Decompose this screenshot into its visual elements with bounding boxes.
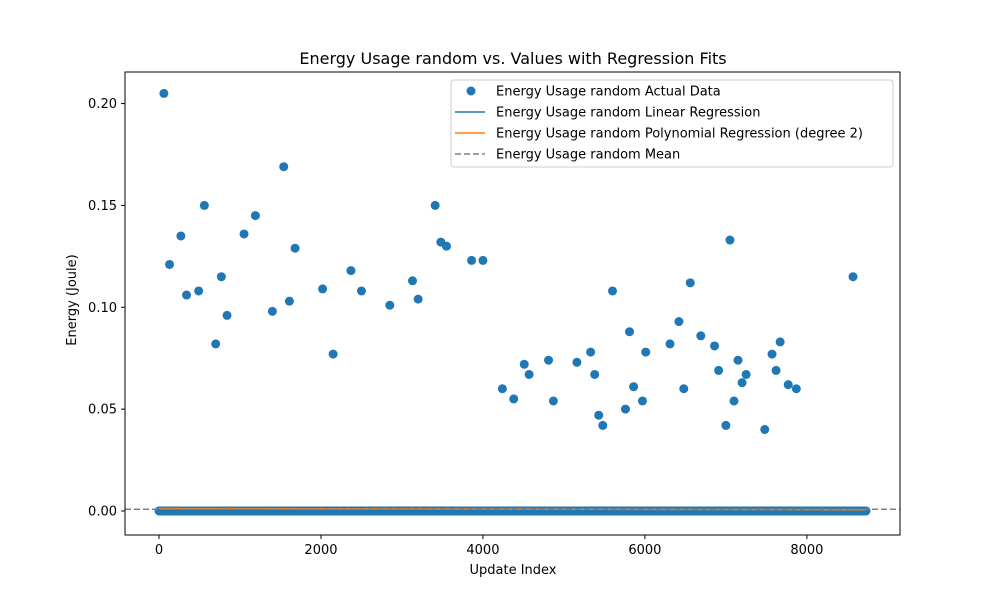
legend-entry-label: Energy Usage random Mean (496, 148, 680, 163)
axes: 0 2000 4000 6000 8000 0.00 0.05 0.10 0.15 0.20 (88, 71, 901, 558)
scatter-point (222, 310, 232, 320)
scatter-point (714, 365, 724, 375)
scatter-point (791, 384, 801, 394)
scatter-point (679, 384, 689, 394)
scatter-point (182, 290, 192, 300)
scatter-point (741, 369, 751, 379)
scatter-point (733, 355, 743, 365)
scatter-point (696, 331, 706, 341)
legend: Energy Usage random Actual Data Energy Us… (450, 79, 894, 168)
scatter-point (318, 284, 328, 294)
scatter-point (594, 410, 604, 420)
scatter-point (239, 229, 249, 239)
scatter-point (767, 349, 777, 359)
scatter-point (194, 286, 204, 296)
scatter-point (356, 286, 366, 296)
y-tick-label: 0.10 (88, 301, 117, 316)
scatter-point (725, 235, 735, 245)
scatter-point (509, 394, 519, 404)
scatter-point (267, 306, 277, 316)
scatter-point (710, 341, 720, 351)
scatter-point (590, 369, 600, 379)
scatter-point (760, 424, 770, 434)
scatter-point (729, 396, 739, 406)
x-tick-label: 4000 (466, 543, 499, 558)
scatter-point (737, 378, 747, 388)
legend-marker-scatter (466, 86, 476, 96)
scatter-point (478, 255, 488, 265)
legend-entry-label: Energy Usage random Actual Data (496, 85, 721, 100)
scatter-point (211, 339, 221, 349)
x-tick-label: 2000 (304, 543, 337, 558)
x-tick-label: 8000 (790, 543, 823, 558)
scatter-point (176, 231, 186, 241)
y-tick-label: 0.15 (88, 199, 117, 214)
x-axis-label: Update Index (469, 563, 556, 578)
scatter-point (159, 88, 169, 98)
legend-entry-label: Energy Usage random Polynomial Regressio… (496, 127, 863, 142)
scatter-point (519, 359, 529, 369)
x-tick-label: 6000 (628, 543, 661, 558)
scatter-point (620, 404, 630, 414)
scatter-point (637, 396, 647, 406)
scatter-point (598, 420, 608, 430)
scatter-point (721, 420, 731, 430)
scatter-point (199, 200, 209, 210)
scatter-point (250, 211, 260, 221)
legend-box (450, 79, 894, 168)
scatter-point (467, 255, 477, 265)
scatter-point (674, 317, 684, 327)
scatter-point (685, 278, 695, 288)
scatter-point (629, 382, 639, 392)
scatter-point (165, 259, 175, 269)
scatter-point (385, 300, 395, 310)
scatter-point (407, 276, 417, 286)
scatter-point (775, 337, 785, 347)
chart-title: Energy Usage random vs. Values with Regr… (299, 49, 726, 68)
scatter-point (848, 272, 858, 282)
scatter-point (544, 355, 554, 365)
scatter-point (430, 200, 440, 210)
plot-area (125, 88, 900, 516)
scatter-point (413, 294, 423, 304)
scatter-point (346, 266, 356, 276)
scatter-point (497, 384, 507, 394)
legend-entry-label: Energy Usage random Linear Regression (496, 106, 760, 121)
scatter-point (572, 357, 582, 367)
y-tick-label: 0.20 (88, 97, 117, 112)
axes-frame (124, 71, 901, 536)
scatter-point (625, 327, 635, 337)
scatter-point (783, 380, 793, 390)
scatter-point (279, 162, 289, 172)
y-tick-label: 0.00 (88, 504, 117, 519)
scatter-point (665, 339, 675, 349)
scatter-point (524, 369, 534, 379)
scatter-point (284, 296, 294, 306)
scatter-point (328, 349, 338, 359)
x-tick-label: 0 (155, 543, 163, 558)
scatter-point (771, 365, 781, 375)
plot-marks (125, 88, 900, 516)
y-tick-label: 0.05 (88, 403, 117, 418)
scatter-point (290, 243, 300, 253)
scatter-point (641, 347, 651, 357)
scatter-point (586, 347, 596, 357)
scatter-point (608, 286, 618, 296)
scatter-point (441, 241, 451, 251)
scatter-point (548, 396, 558, 406)
scatter-point (216, 272, 226, 282)
y-axis-label: Energy (Joule) (65, 254, 80, 345)
